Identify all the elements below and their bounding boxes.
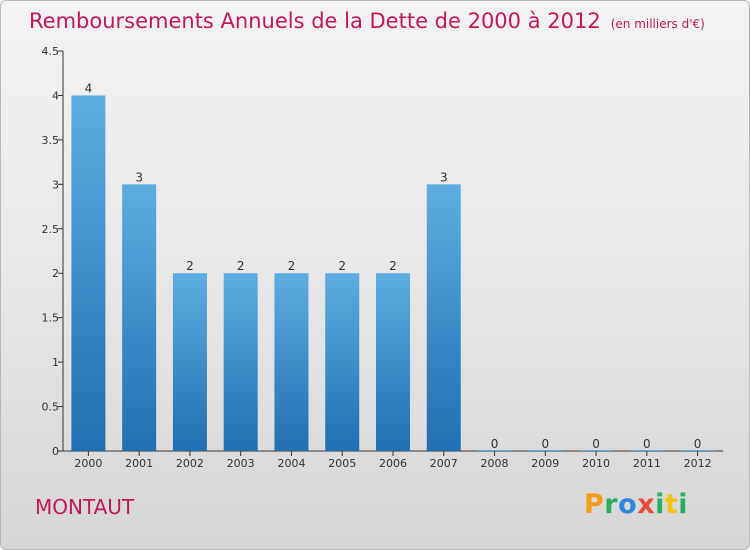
x-tick-label: 2009 bbox=[531, 457, 559, 470]
bar bbox=[274, 273, 309, 451]
logo-letter: i bbox=[655, 489, 665, 520]
x-tick-label: 2005 bbox=[328, 457, 356, 470]
logo-letter: o bbox=[618, 489, 638, 520]
bar-value-label: 4 bbox=[85, 81, 93, 95]
y-tick-label: 4 bbox=[52, 89, 59, 102]
proxiti-logo: Proxiti bbox=[584, 489, 688, 520]
bar bbox=[579, 450, 614, 451]
x-tick-label: 2000 bbox=[74, 457, 102, 470]
logo-letter: i bbox=[678, 489, 689, 520]
y-tick-label: 1.5 bbox=[42, 312, 60, 325]
x-tick-label: 2012 bbox=[684, 457, 712, 470]
x-tick-label: 2003 bbox=[227, 457, 255, 470]
bar-value-label: 3 bbox=[440, 170, 448, 184]
bar bbox=[325, 273, 360, 451]
title-line: Remboursements Annuels de la Dette de 20… bbox=[29, 9, 705, 33]
x-tick-label: 2011 bbox=[633, 457, 661, 470]
commune-name: MONTAUT bbox=[35, 495, 135, 519]
bar bbox=[680, 450, 715, 451]
bar-value-label: 2 bbox=[288, 259, 296, 273]
bar-value-label: 2 bbox=[389, 259, 397, 273]
y-tick-label: 1 bbox=[52, 356, 59, 369]
logo-letter: r bbox=[604, 489, 619, 520]
y-tick-label: 4.5 bbox=[42, 45, 60, 58]
bar bbox=[477, 450, 512, 451]
bar-value-label: 0 bbox=[491, 437, 499, 451]
y-tick-label: 3 bbox=[52, 178, 59, 191]
y-tick-label: 2.5 bbox=[42, 223, 60, 236]
x-tick-label: 2002 bbox=[176, 457, 204, 470]
bar-value-label: 2 bbox=[338, 259, 346, 273]
bar-value-label: 3 bbox=[135, 170, 143, 184]
chart-title: Remboursements Annuels de la Dette de 20… bbox=[29, 9, 601, 33]
bar-value-label: 0 bbox=[541, 437, 549, 451]
y-tick-label: 3.5 bbox=[42, 134, 60, 147]
bar bbox=[528, 450, 563, 451]
bar bbox=[223, 273, 258, 451]
y-tick-label: 0 bbox=[52, 445, 59, 458]
logo-letter: t bbox=[664, 489, 679, 520]
logo-letter: P bbox=[584, 489, 605, 520]
y-tick-label: 0.5 bbox=[42, 401, 60, 414]
bar bbox=[172, 273, 207, 451]
bar bbox=[376, 273, 410, 451]
bar-value-label: 0 bbox=[592, 437, 600, 451]
bar bbox=[71, 95, 106, 451]
y-tick-label: 2 bbox=[52, 267, 59, 280]
bar bbox=[629, 450, 664, 451]
bar-value-label: 0 bbox=[694, 437, 702, 451]
chart-subtitle: (en milliers d'€) bbox=[610, 17, 705, 31]
bar-value-label: 2 bbox=[186, 259, 194, 273]
x-tick-label: 2004 bbox=[277, 457, 305, 470]
bar bbox=[122, 184, 157, 452]
x-tick-label: 2008 bbox=[481, 457, 509, 470]
x-tick-label: 2007 bbox=[430, 457, 458, 470]
x-tick-label: 2001 bbox=[125, 457, 153, 470]
bar-value-label: 0 bbox=[643, 437, 651, 451]
bar bbox=[426, 184, 461, 452]
x-tick-label: 2006 bbox=[379, 457, 407, 470]
x-tick-label: 2010 bbox=[582, 457, 610, 470]
logo-letter: x bbox=[637, 489, 656, 520]
bar-value-label: 2 bbox=[237, 259, 245, 273]
